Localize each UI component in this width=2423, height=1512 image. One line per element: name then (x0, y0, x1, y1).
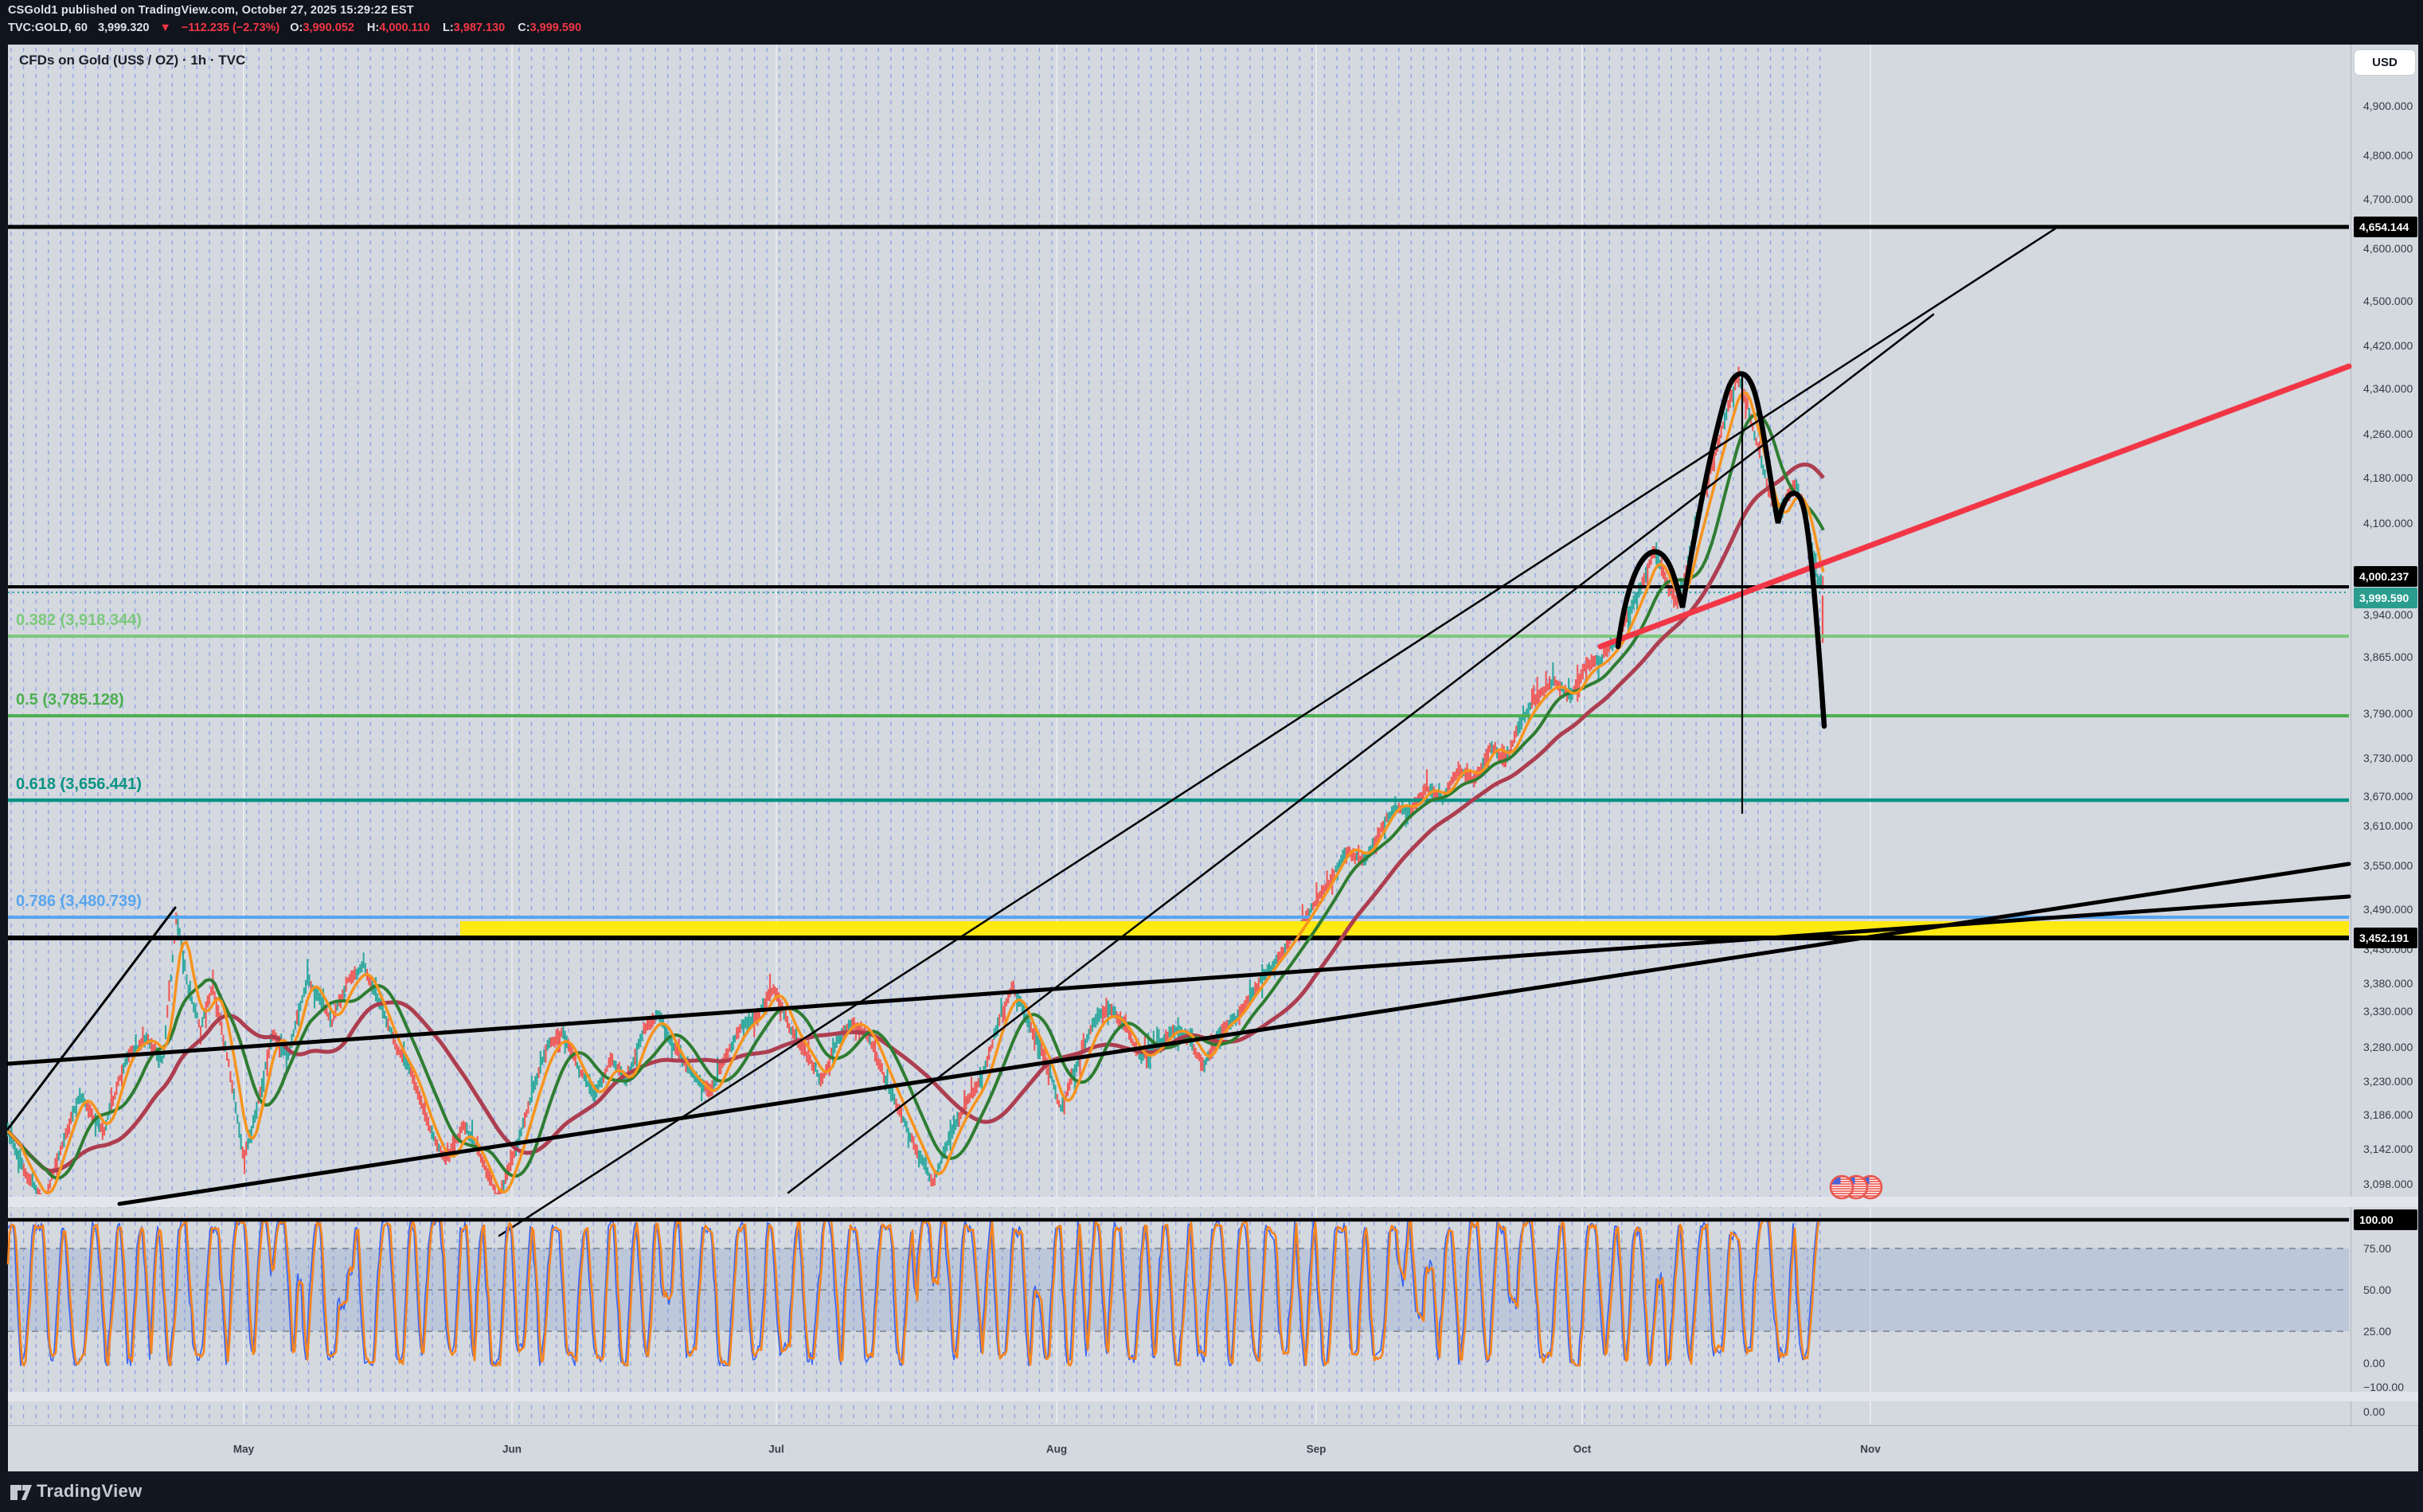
price-axis-tick: 4,100.000 (2363, 517, 2413, 529)
price-axis-tick: 0.00 (2363, 1405, 2386, 1418)
price-axis-tick: 4,600.000 (2363, 242, 2413, 255)
time-axis-month-label: May (233, 1443, 255, 1455)
price-level-badge: 3,452.191 (2354, 928, 2417, 948)
price-axis-tick: 50.00 (2363, 1283, 2392, 1296)
down-arrow-icon: ▼ (159, 21, 171, 34)
price-axis-tick: 75.00 (2363, 1242, 2392, 1255)
price-axis-tick: 0.00 (2363, 1357, 2386, 1369)
fib-level-label: 0.382 (3,918.344) (16, 611, 142, 629)
fib-level-label: 0.618 (3,656.441) (16, 776, 142, 793)
price-axis-tick: 4,800.000 (2363, 149, 2413, 162)
price-level-badge: 100.00 (2354, 1209, 2417, 1230)
price-axis-tick: 3,865.000 (2363, 651, 2413, 663)
price-axis-tick: 4,700.000 (2363, 193, 2413, 205)
price-axis-tick: 3,380.000 (2363, 977, 2413, 990)
price-axis-tick: −100.00 (2363, 1381, 2404, 1393)
time-axis[interactable]: May Jun Jul Aug Sep Oct Nov (8, 1426, 2418, 1471)
price-axis-tick: 3,280.000 (2363, 1041, 2413, 1053)
time-axis-month-label: Sep (1306, 1443, 1327, 1455)
price-change: −112.235 (−2.73%) (181, 21, 280, 34)
low-value: L:3,987.130 (442, 21, 506, 34)
price-axis-tick: 3,940.000 (2363, 608, 2413, 621)
publish-info-bar: CSGold1 published on TradingView.com, Oc… (0, 0, 2423, 45)
price-level-badge: 4,000.237 (2354, 566, 2417, 587)
price-level-badge: 4,654.144 (2354, 217, 2417, 237)
price-axis-tick: 3,142.000 (2363, 1143, 2413, 1155)
price-axis-tick: 3,670.000 (2363, 790, 2413, 803)
time-axis-month-label: Oct (1573, 1443, 1592, 1455)
price-axis-tick: 3,490.000 (2363, 903, 2413, 916)
ohlc-line: TVC:GOLD, 60 3,999.320 ▼ −112.235 (−2.73… (8, 21, 591, 34)
price-axis-tick: 4,500.000 (2363, 295, 2413, 307)
time-axis-month-label: Aug (1045, 1443, 1068, 1455)
price-axis-tick: 4,180.000 (2363, 471, 2413, 484)
price-axis-tick: 4,900.000 (2363, 100, 2413, 112)
time-axis-month-label: Jul (768, 1443, 784, 1455)
time-axis-month-label: Jun (502, 1443, 522, 1455)
tradingview-logo-icon[interactable] (10, 1482, 33, 1503)
price-axis-tick: 3,098.000 (2363, 1178, 2413, 1190)
price-axis-tick: 3,550.000 (2363, 859, 2413, 872)
chart-legend-title: CFDs on Gold (US$ / OZ) · 1h · TVC (19, 53, 246, 68)
price-axis-tick: 4,340.000 (2363, 382, 2413, 395)
footer-bar: TradingView (0, 1471, 2423, 1512)
price-axis-tick: 3,230.000 (2363, 1075, 2413, 1088)
currency-unit-button[interactable]: USD (2354, 49, 2416, 76)
price-axis-tick: 3,730.000 (2363, 752, 2413, 764)
price-axis-tick: 4,260.000 (2363, 428, 2413, 440)
last-price: 3,999.320 (97, 21, 150, 34)
price-axis-tick: 3,790.000 (2363, 707, 2413, 720)
time-axis-border (8, 1425, 2418, 1426)
symbol-interval: TVC:GOLD, 60 (8, 21, 88, 34)
time-axis-month-label: Nov (1860, 1443, 1881, 1455)
high-value: H:4,000.110 (366, 21, 430, 34)
price-axis-tick: 25.00 (2363, 1325, 2392, 1338)
fib-level-label: 0.5 (3,785.128) (16, 691, 124, 709)
price-axis-tick: 3,330.000 (2363, 1005, 2413, 1018)
price-axis-tick: 3,610.000 (2363, 819, 2413, 832)
close-value: C:3,999.590 (518, 21, 582, 34)
price-axis-tick: 4,420.000 (2363, 339, 2413, 352)
publish-line: CSGold1 published on TradingView.com, Oc… (8, 4, 414, 17)
open-value: O:3,990.052 (290, 21, 354, 34)
price-level-badge: 3,999.590 (2354, 588, 2417, 608)
fib-level-label: 0.786 (3,480.739) (16, 893, 142, 910)
tradingview-logo-text[interactable]: TradingView (37, 1481, 143, 1501)
price-axis-tick: 3,186.000 (2363, 1108, 2413, 1121)
